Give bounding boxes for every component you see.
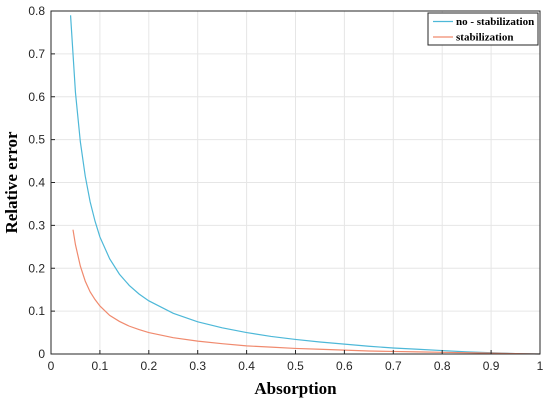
x-tick-label: 0.6 bbox=[336, 359, 353, 373]
series-layer bbox=[69, 15, 541, 355]
x-tick-label: 0.2 bbox=[140, 359, 157, 373]
series-line-stabilization bbox=[72, 229, 541, 355]
x-tick-label: 0.1 bbox=[92, 359, 109, 373]
y-axis-title: Relative error bbox=[2, 131, 21, 234]
ticks: 0 0.1 0.2 0.3 0.4 0.5 0.6 0.7 0.8 0.9 1 0 0.1 0.2 0.3 0… bbox=[28, 4, 543, 373]
y-tick-label: 0.8 bbox=[28, 4, 45, 18]
y-tick-label: 0.2 bbox=[28, 261, 45, 275]
x-tick-label: 0.7 bbox=[385, 359, 402, 373]
y-tick-label: 0.4 bbox=[28, 176, 45, 190]
legend-box bbox=[427, 12, 539, 46]
y-tick-label: 0.3 bbox=[28, 218, 45, 232]
x-tick-label: 0.4 bbox=[238, 359, 255, 373]
legend-label-no-stabilization: no - stabilization bbox=[456, 16, 534, 28]
y-tick-label: 0 bbox=[38, 347, 45, 361]
x-tick-label: 0 bbox=[48, 359, 55, 373]
series-line-no-stabilization bbox=[69, 15, 541, 355]
legend-label-stabilization: stabilization bbox=[456, 32, 513, 44]
x-tick-label: 0.3 bbox=[189, 359, 206, 373]
legend: no - stabilization stabilization bbox=[427, 12, 539, 46]
y-tick-label: 0.1 bbox=[28, 304, 45, 318]
x-tick-label: 0.9 bbox=[483, 359, 500, 373]
y-tick-label: 0.6 bbox=[28, 90, 45, 104]
x-axis-title: Absorption bbox=[254, 379, 337, 398]
x-tick-label: 0.8 bbox=[434, 359, 451, 373]
x-tick-label: 1 bbox=[537, 359, 544, 373]
grid bbox=[50, 10, 541, 355]
y-tick-label: 0.7 bbox=[28, 47, 45, 61]
x-tick-label: 0.5 bbox=[287, 359, 304, 373]
y-tick-label: 0.5 bbox=[28, 133, 45, 147]
